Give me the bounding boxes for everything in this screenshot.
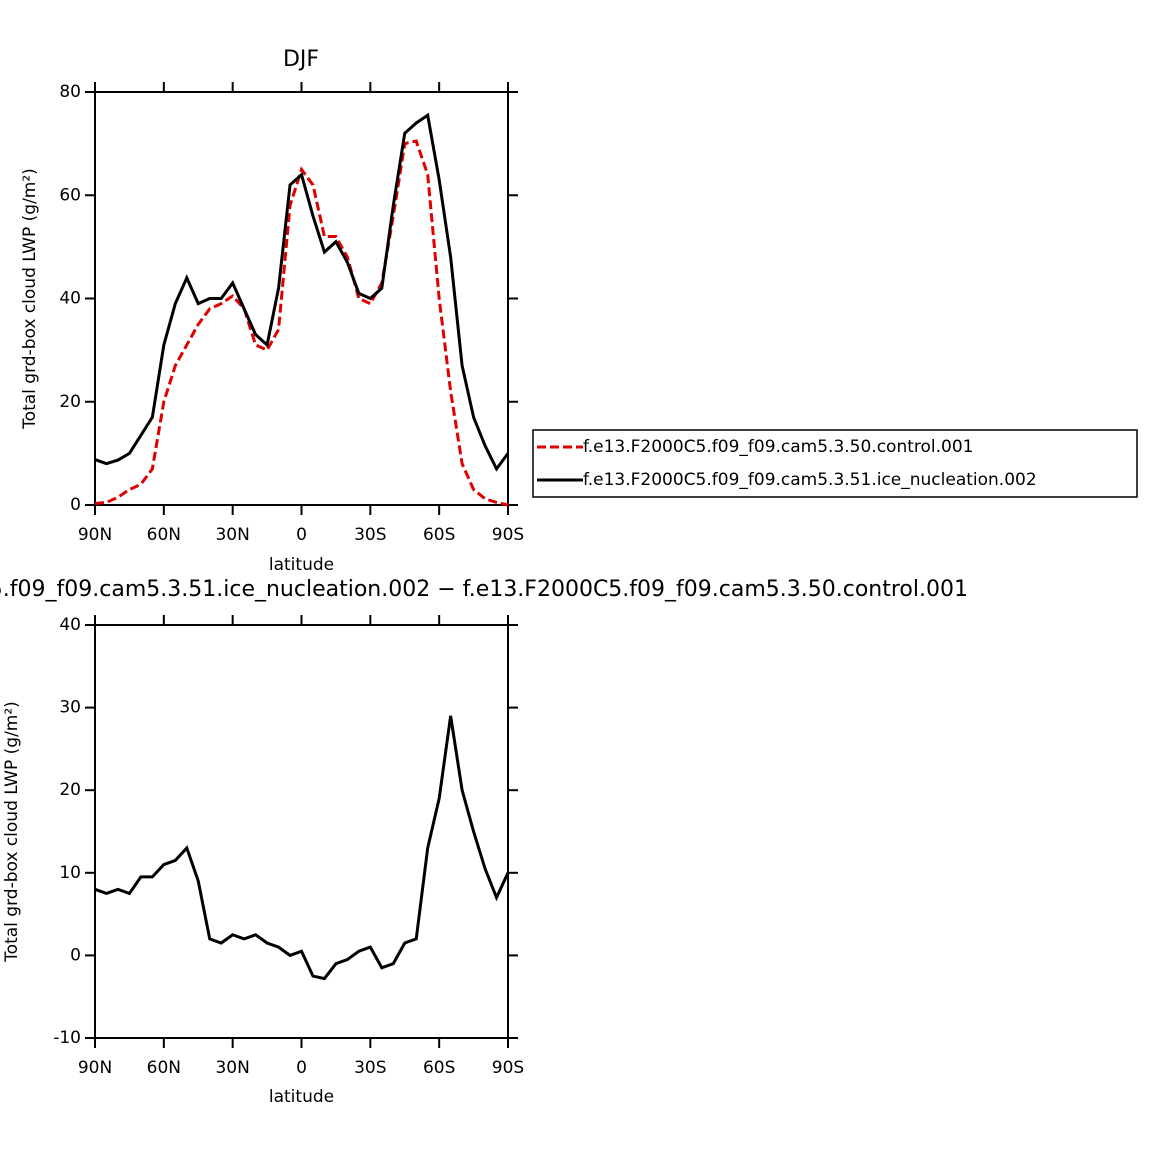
- y-axis-label: Total grd-box cloud LWP (g/m²): [20, 168, 40, 430]
- x-tick-label: 0: [296, 525, 307, 545]
- x-tick-label: 60N: [147, 525, 181, 545]
- x-tick-label: 60N: [147, 1058, 181, 1078]
- y-tick-label: 0: [70, 945, 81, 965]
- legend-box: [532, 429, 1138, 498]
- x-tick-label: 90S: [492, 525, 524, 545]
- chart-title: f.e13.F2000C5.f09_f09.cam5.3.51.ice_nucl…: [0, 577, 968, 602]
- y-tick-label: 0: [70, 495, 81, 515]
- y-tick-label: 40: [59, 289, 81, 309]
- x-tick-label: 90N: [78, 525, 112, 545]
- y-axis-label: Total grd-box cloud LWP (g/m²): [2, 701, 22, 963]
- x-tick-label: 90N: [78, 1058, 112, 1078]
- x-tick-label: 60S: [423, 525, 455, 545]
- x-tick-label: 30N: [215, 1058, 249, 1078]
- x-tick-label: 60S: [423, 1058, 455, 1078]
- plot-frame: [94, 624, 509, 1039]
- legend-label: f.e13.F2000C5.f09_f09.cam5.3.50.control.…: [583, 437, 974, 457]
- legend-label: f.e13.F2000C5.f09_f09.cam5.3.51.ice_nucl…: [583, 470, 1037, 490]
- y-tick-label: 30: [59, 698, 81, 718]
- x-axis-label: latitude: [269, 555, 334, 575]
- y-tick-label: 10: [59, 863, 81, 883]
- y-tick-label: 60: [59, 185, 81, 205]
- x-tick-label: 0: [296, 1058, 307, 1078]
- x-tick-label: 30S: [354, 1058, 386, 1078]
- x-axis-label: latitude: [269, 1087, 334, 1107]
- data-line: [94, 112, 510, 472]
- y-tick-label: -10: [53, 1028, 81, 1048]
- y-tick-label: 20: [59, 392, 81, 412]
- x-tick-label: 90S: [492, 1058, 524, 1078]
- chart-title: DJF: [283, 47, 319, 72]
- y-tick-label: 40: [59, 615, 81, 635]
- data-line: [94, 139, 509, 507]
- data-line: [94, 715, 510, 981]
- y-tick-label: 20: [59, 780, 81, 800]
- x-tick-label: 30S: [354, 525, 386, 545]
- x-tick-label: 30N: [215, 525, 249, 545]
- y-tick-label: 80: [59, 82, 81, 102]
